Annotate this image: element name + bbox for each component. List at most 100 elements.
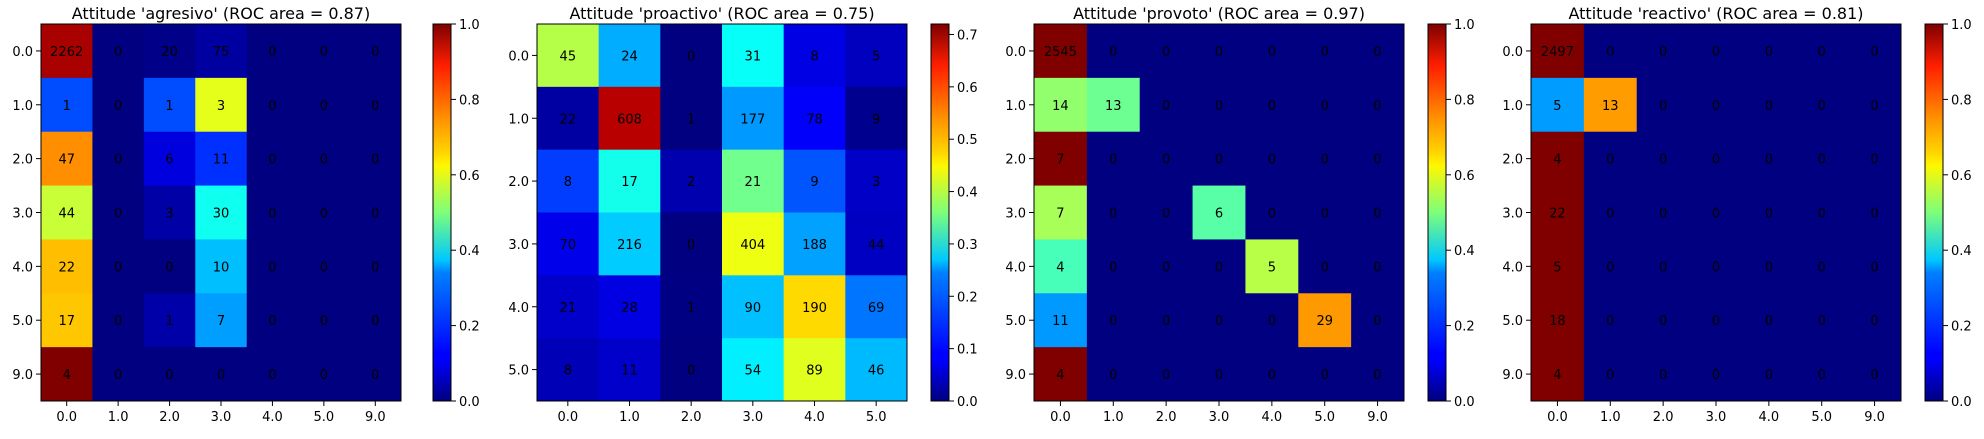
heatmap-cell xyxy=(1245,293,1299,348)
heatmap-cell xyxy=(845,275,908,339)
cell-value-label: 0 xyxy=(371,368,379,383)
cell-value-label: 0 xyxy=(114,207,122,222)
heatmap-cell xyxy=(722,24,785,88)
heatmap-cell xyxy=(1795,24,1849,79)
heatmap-cell xyxy=(1848,24,1902,79)
cell-value-label: 0 xyxy=(1162,99,1170,114)
cell-value-label: 0 xyxy=(1162,368,1170,383)
plot-frame xyxy=(536,23,908,402)
heatmap-cell xyxy=(92,239,145,294)
heatmap-cell xyxy=(143,185,196,240)
colorbar-tick-label: 0.8 xyxy=(1951,93,1972,108)
y-tick-label: 3.0 xyxy=(508,238,529,253)
cell-value-label: 0 xyxy=(687,364,695,379)
cell-value-label: 2545 xyxy=(1044,45,1077,60)
cell-value-label: 8 xyxy=(564,364,572,379)
cell-value-label: 0 xyxy=(371,45,379,60)
cell-value-label: 24 xyxy=(621,49,638,64)
heatmap-cell xyxy=(1531,185,1585,240)
cell-value-label: 0 xyxy=(217,368,225,383)
heatmap-cell xyxy=(783,275,846,339)
cell-value-label: 7 xyxy=(1056,153,1064,168)
cell-value-label: 0 xyxy=(1818,207,1826,222)
x-tick-label: 1.0 xyxy=(108,410,129,425)
heatmap-cell xyxy=(1689,239,1743,294)
heatmap-cell xyxy=(1139,293,1194,348)
cell-value-label: 31 xyxy=(745,49,762,64)
heatmap-cell xyxy=(537,24,600,88)
cell-value-label: 75 xyxy=(213,45,230,60)
colorbar-tick-label: 0.2 xyxy=(459,320,480,335)
cell-value-label: 44 xyxy=(58,207,75,222)
cell-value-label: 1 xyxy=(165,99,173,114)
cell-value-label: 0 xyxy=(268,368,276,383)
cell-value-label: 4 xyxy=(1056,368,1064,383)
y-tick-label: 4.0 xyxy=(1502,260,1523,275)
heatmap-cell xyxy=(92,131,145,187)
heatmap-cell xyxy=(1192,77,1246,133)
heatmap-cell xyxy=(722,86,785,151)
heatmap-panel-4: 2497 0 0 0 0 0 0 5 13 0 0 0 0 0 4 0 0 0 0 0 0 22 0 0 0 0 0 0 5 0 0 0 0 0 0… xyxy=(1502,4,1971,425)
heatmap-cell xyxy=(1583,131,1638,187)
heatmap-cell xyxy=(1531,131,1585,187)
cell-value-label: 0 xyxy=(1870,99,1878,114)
cell-value-label: 0 xyxy=(268,99,276,114)
heatmap-cell xyxy=(598,338,661,402)
cell-value-label: 11 xyxy=(621,364,638,379)
heatmap-cell xyxy=(783,86,846,151)
cell-value-label: 0 xyxy=(320,368,328,383)
cell-value-label: 89 xyxy=(806,364,823,379)
heatmap-cell xyxy=(349,131,402,187)
heatmap-cell xyxy=(1351,239,1405,294)
colorbar-tick-label: 0.4 xyxy=(1454,244,1475,259)
cell-value-label: 0 xyxy=(1373,153,1381,168)
heatmap-cell xyxy=(1245,347,1299,402)
cell-value-label: 13 xyxy=(1602,99,1619,114)
heatmap-cell xyxy=(537,149,600,213)
heatmap-cell xyxy=(246,239,299,294)
y-tick-label: 0.0 xyxy=(12,45,33,60)
cell-value-label: 0 xyxy=(320,260,328,275)
cell-value-label: 0 xyxy=(268,207,276,222)
heatmap-cell xyxy=(1192,293,1246,348)
heatmap-cell xyxy=(195,185,248,240)
cell-value-label: 14 xyxy=(1052,99,1069,114)
cell-value-label: 0 xyxy=(1162,260,1170,275)
heatmap-cell xyxy=(1034,347,1088,402)
heatmap-cell xyxy=(1848,185,1902,240)
cell-value-label: 5 xyxy=(1553,260,1561,275)
x-tick-label: 1.0 xyxy=(1103,410,1124,425)
cell-value-label: 47 xyxy=(58,153,75,168)
colorbar-tick-label: 1.0 xyxy=(1454,18,1475,33)
cell-value-label: 0 xyxy=(1215,99,1223,114)
heatmap-cell xyxy=(598,149,661,213)
heatmap-cell xyxy=(246,131,299,187)
cell-value-label: 0 xyxy=(1712,207,1720,222)
cell-value-label: 0 xyxy=(114,260,122,275)
cell-value-label: 0 xyxy=(1373,368,1381,383)
heatmap-cell xyxy=(298,347,351,402)
cell-value-label: 0 xyxy=(1268,368,1276,383)
colorbar-tick-label: 0.3 xyxy=(957,238,978,253)
heatmap-cell xyxy=(1848,347,1902,402)
x-tick-label: 5.0 xyxy=(866,410,887,425)
cell-value-label: 18 xyxy=(1549,314,1566,329)
x-tick-label: 2.0 xyxy=(1156,410,1177,425)
colorbar xyxy=(432,23,452,402)
cell-value-label: 0 xyxy=(1712,314,1720,329)
cell-value-label: 29 xyxy=(1316,314,1333,329)
heatmap-cell xyxy=(845,212,908,276)
heatmap-cell xyxy=(1848,77,1902,133)
cell-value-label: 0 xyxy=(1765,260,1773,275)
heatmap-cell xyxy=(783,149,846,213)
heatmap-cell xyxy=(1742,77,1796,133)
colorbar-tick-label: 0.4 xyxy=(957,186,978,201)
colorbar-tick-label: 0.0 xyxy=(1951,395,1972,410)
y-tick-label: 3.0 xyxy=(1005,207,1026,222)
cell-value-label: 6 xyxy=(165,153,173,168)
cell-value-label: 0 xyxy=(1659,260,1667,275)
cell-value-label: 0 xyxy=(1870,153,1878,168)
cell-value-label: 0 xyxy=(1765,314,1773,329)
cell-value-label: 0 xyxy=(1321,153,1329,168)
heatmap-cell xyxy=(41,185,93,240)
